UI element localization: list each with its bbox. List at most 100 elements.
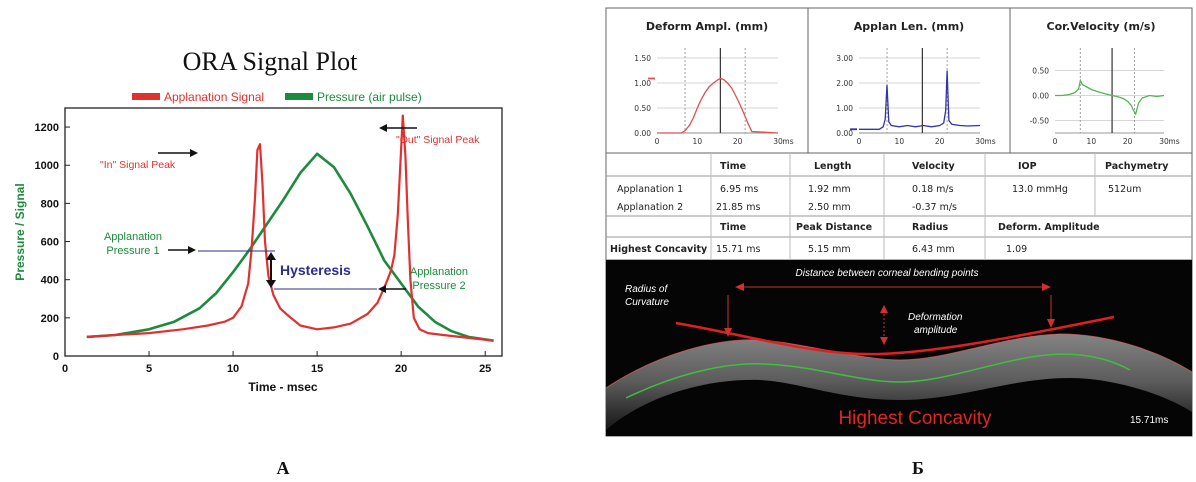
ora-plot-frame xyxy=(64,107,503,357)
deform-y-tick-label: 0.50 xyxy=(634,104,651,113)
deform-label-line1: Deformation xyxy=(908,312,963,323)
bending-arrowhead-left xyxy=(724,328,732,337)
applan-chart-title: Applan Len. (mm) xyxy=(854,20,964,33)
anterior-edge xyxy=(605,333,1193,389)
ap2-label-line2: Pressure 2 xyxy=(412,280,465,292)
applanation-series-line xyxy=(86,114,494,342)
velocity-y-tick-label: 0.50 xyxy=(1032,67,1049,76)
deform-x-tick-label: 10 xyxy=(693,137,703,146)
ora-axis-ticks: 0 5 10 15 20 25 0 200 400 600 800 1000 1200 xyxy=(35,122,492,375)
out-peak-arrowhead xyxy=(379,124,387,132)
deform-chart-plot: 1.50 1.00 0.50 0.00 0 10 20 30 ms xyxy=(634,48,794,146)
ora-y-tick-label: 800 xyxy=(41,198,59,210)
radius-label-line2: Curvature xyxy=(625,297,669,308)
ora-y-tick-label: 200 xyxy=(41,313,59,325)
deform-y-tick-label: 0.00 xyxy=(634,129,651,138)
parameter-table: Time Length Velocity IOP Pachymetry Appl… xyxy=(605,152,1193,261)
hysteresis-arrowhead-up xyxy=(266,252,276,260)
ora-chart-title: ORA Signal Plot xyxy=(183,47,359,76)
applan-x-tick-label: 20 xyxy=(935,137,945,146)
applan-y-tick-label: 3.00 xyxy=(836,54,853,63)
th2-radius: Radius xyxy=(912,222,949,233)
bending-arrowhead-right xyxy=(1047,319,1055,328)
in-peak-arrowhead xyxy=(190,149,198,157)
row3-time: 15.71 ms xyxy=(716,244,760,255)
scheimpflug-image: Radius of Curvature Distance between cor… xyxy=(605,260,1193,436)
deform-x-tick-label: 0 xyxy=(655,137,660,146)
velocity-chart-title: Cor.Velocity (m/s) xyxy=(1047,20,1156,33)
ora-y-tick-label: 400 xyxy=(41,275,59,287)
ora-x-tick-label: 5 xyxy=(146,363,152,375)
velocity-y-tick-label: 0.00 xyxy=(1032,92,1049,101)
velocity-x-tick-label: 20 xyxy=(1123,137,1133,146)
applan-chart-plot: 3.00 2.00 1.00 0.00 0 10 20 30 ms xyxy=(836,48,996,146)
th-velocity: Velocity xyxy=(912,161,955,172)
th2-peak-distance: Peak Distance xyxy=(796,222,872,233)
applan-chart-frame xyxy=(807,7,1011,154)
row1-time: 6.95 ms xyxy=(720,184,758,195)
applan-x-tick-label: 10 xyxy=(895,137,905,146)
panel-a-label: А xyxy=(277,458,290,478)
deform-arrowhead-down xyxy=(880,337,888,345)
applan-y-tick-label: 2.00 xyxy=(836,79,853,88)
th-pachymetry: Pachymetry xyxy=(1105,161,1169,172)
distance-arrowhead-right xyxy=(1042,283,1051,291)
ora-series-lines xyxy=(86,114,494,342)
distance-arrowhead-left xyxy=(735,283,744,291)
ora-y-tick-label: 0 xyxy=(53,351,59,363)
applan-y-tick-label: 1.00 xyxy=(836,104,853,113)
applan-x-tick-label: 30 xyxy=(975,137,985,146)
velocity-x-unit: ms xyxy=(1168,137,1179,146)
velocity-y-tick-label: -0.50 xyxy=(1030,117,1050,126)
table-frame xyxy=(605,152,1193,261)
ap1-arrowhead xyxy=(188,246,196,254)
row3-radius: 6.43 mm xyxy=(912,244,955,255)
legend-label-applanation: Applanation Signal xyxy=(164,90,264,104)
ora-x-tick-label: 25 xyxy=(479,363,491,375)
deform-chart-title: Deform Ampl. (mm) xyxy=(646,20,768,33)
image-time: 15.71ms xyxy=(1130,415,1168,426)
in-peak-label: "In" Signal Peak xyxy=(100,159,176,171)
velocity-x-tick-label: 30 xyxy=(1159,137,1169,146)
row1-velocity: 0.18 m/s xyxy=(912,184,954,195)
velocity-chart-frame xyxy=(1009,7,1193,154)
legend-label-pressure: Pressure (air pulse) xyxy=(317,90,422,104)
ora-x-tick-label: 15 xyxy=(311,363,323,375)
applan-y-tick-label: 0.00 xyxy=(836,129,853,138)
row3-label: Highest Concavity xyxy=(610,244,708,255)
legend-swatch-pressure xyxy=(285,93,313,100)
hysteresis-label: Hysteresis xyxy=(280,262,351,278)
th-iop: IOP xyxy=(1018,161,1037,172)
th-time: Time xyxy=(720,161,746,172)
row3-peak-distance: 5.15 mm xyxy=(808,244,851,255)
ap1-label-line1: Applanation xyxy=(104,231,162,243)
th2-deform-amplitude: Deform. Amplitude xyxy=(998,222,1100,233)
row2-time: 21.85 ms xyxy=(716,202,760,213)
out-peak-label: "Out" Signal Peak xyxy=(396,134,480,146)
velocity-series-line xyxy=(1055,78,1165,116)
deform-y-tick-label: 1.50 xyxy=(634,54,651,63)
row1-pachymetry: 512um xyxy=(1108,184,1141,195)
row1-length: 1.92 mm xyxy=(808,184,851,195)
ora-x-tick-label: 20 xyxy=(395,363,407,375)
ora-y-tick-label: 1200 xyxy=(35,122,59,134)
velocity-x-tick-label: 0 xyxy=(1053,137,1058,146)
deform-series-line xyxy=(657,77,779,134)
row3-deform-amplitude: 1.09 xyxy=(1006,244,1027,255)
velocity-x-tick-label: 10 xyxy=(1087,137,1097,146)
row1-iop: 13.0 mmHg xyxy=(1012,184,1068,195)
ap1-label-line2: Pressure 1 xyxy=(106,245,159,257)
radius-curvature-line xyxy=(675,315,1115,356)
row1-label: Applanation 1 xyxy=(617,184,683,195)
ora-y-tick-label: 1000 xyxy=(35,160,59,172)
hysteresis-arrowhead-down xyxy=(266,280,276,288)
panel-b: Deform Ampl. (mm) Applan Len. (mm) Cor.V… xyxy=(605,7,1193,478)
th-length: Length xyxy=(814,161,852,172)
row2-length: 2.50 mm xyxy=(808,202,851,213)
small-charts: 1.501.000.500.000 10 20 30 ms3.002.001.000.0… xyxy=(634,48,1180,146)
deform-x-tick-label: 20 xyxy=(733,137,743,146)
panel-a: ORA Signal Plot Applanation Signal Press… xyxy=(13,47,503,478)
deform-x-unit: ms xyxy=(782,137,793,146)
applan-series-line xyxy=(859,70,981,130)
